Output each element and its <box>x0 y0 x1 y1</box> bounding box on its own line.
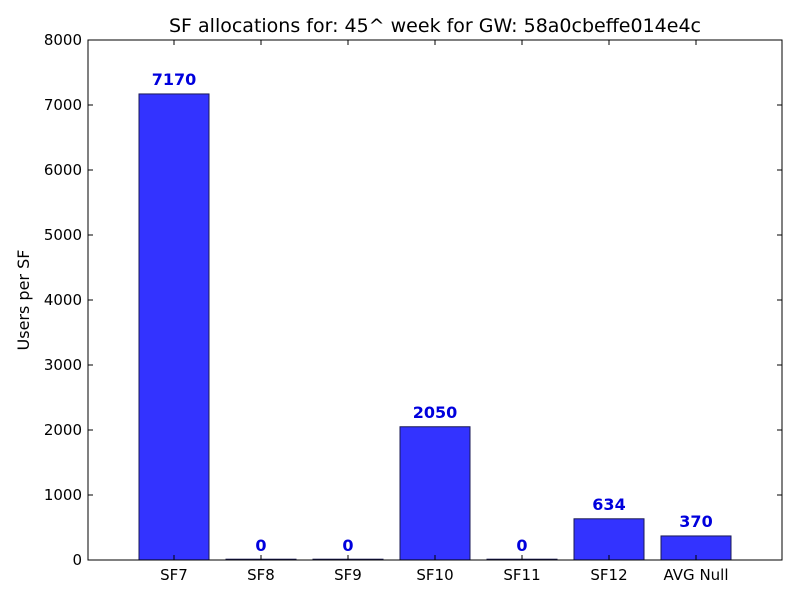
y-tick-label: 2000 <box>44 421 82 439</box>
chart-title: SF allocations for: 45^ week for GW: 58a… <box>169 15 701 37</box>
y-tick-label: 8000 <box>44 31 82 49</box>
data-label: 0 <box>342 536 353 555</box>
plot-area: 0 1000 2000 3000 4000 5000 6000 7000 8000 SF7 SF8 S… <box>44 31 783 584</box>
x-tick-label: SF11 <box>503 566 540 584</box>
x-tick-label: SF10 <box>416 566 453 584</box>
x-tick-label: AVG Null <box>663 566 728 584</box>
y-tick-label: 5000 <box>44 226 82 244</box>
data-label: 0 <box>516 536 527 555</box>
x-tick-label: SF12 <box>590 566 627 584</box>
y-tick-label: 7000 <box>44 96 82 114</box>
bar-sf12 <box>573 518 645 561</box>
y-tick-label: 6000 <box>44 161 82 179</box>
data-label: 370 <box>679 512 712 531</box>
y-axis-label: Users per SF <box>14 250 33 351</box>
y-tick-label: 1000 <box>44 486 82 504</box>
x-tick-label: SF9 <box>334 566 362 584</box>
data-label: 0 <box>255 536 266 555</box>
y-tick-label: 4000 <box>44 291 82 309</box>
y-tick-label: 0 <box>72 551 82 569</box>
bar-sf10 <box>399 426 471 561</box>
y-tick-label: 3000 <box>44 356 82 374</box>
data-label: 634 <box>592 495 625 514</box>
x-tick-label: SF7 <box>160 566 188 584</box>
x-tick-label: SF8 <box>247 566 275 584</box>
data-label: 2050 <box>413 403 458 422</box>
data-label: 7170 <box>152 70 197 89</box>
bar-sf7 <box>138 93 210 561</box>
